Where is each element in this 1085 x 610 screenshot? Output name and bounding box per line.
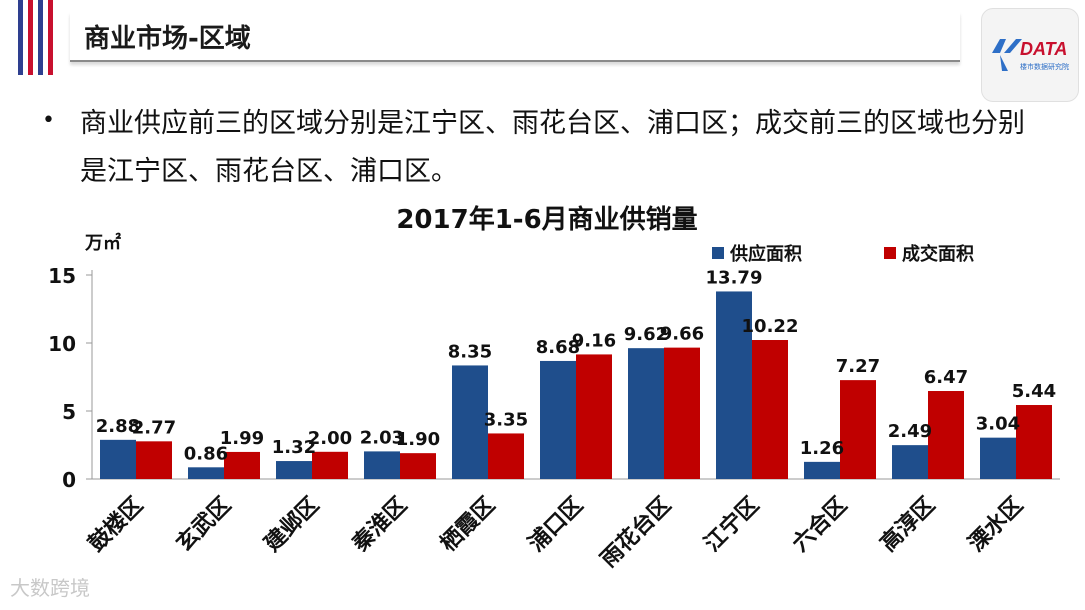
data-label: 3.04 bbox=[976, 414, 1020, 435]
data-label: 1.90 bbox=[396, 429, 440, 450]
data-label: 13.79 bbox=[706, 267, 763, 288]
bar-deal bbox=[312, 451, 348, 479]
page-title: 商业市场-区域 bbox=[84, 24, 251, 54]
y-unit-label: 万㎡ bbox=[84, 232, 121, 254]
bullet-text: 商业供应前三的区域分别是江宁区、雨花台区、浦口区；成交前三的区域也分别是江宁区、… bbox=[80, 108, 1025, 187]
bar-deal bbox=[224, 451, 260, 479]
decor-stripe bbox=[38, 0, 43, 75]
bar-deal bbox=[1016, 405, 1052, 479]
bars-group bbox=[100, 291, 1052, 479]
y-tick-label: 10 bbox=[48, 332, 76, 356]
bar-deal bbox=[400, 453, 436, 479]
decor-stripe bbox=[18, 0, 23, 75]
data-label: 2.49 bbox=[888, 421, 932, 442]
decor-stripe bbox=[48, 0, 53, 75]
data-label: 2.88 bbox=[96, 416, 140, 437]
data-label: 9.66 bbox=[660, 324, 704, 345]
bar-deal bbox=[928, 391, 964, 479]
data-label: 1.99 bbox=[220, 428, 264, 449]
data-label: 2.77 bbox=[132, 417, 176, 438]
bar-supply bbox=[188, 467, 224, 479]
category-label: 鼓楼区 bbox=[84, 493, 148, 557]
data-label: 5.44 bbox=[1012, 381, 1056, 402]
bar-deal bbox=[664, 347, 700, 479]
data-label: 10.22 bbox=[742, 316, 799, 337]
bar-deal bbox=[136, 441, 172, 479]
data-label: 0.86 bbox=[184, 443, 228, 464]
chart-title: 2017年1-6月商业供销量 bbox=[396, 204, 697, 235]
category-label: 建邺区 bbox=[260, 493, 324, 557]
category-labels-group: 鼓楼区 玄武区 建邺区 秦淮区 栖霞区 浦口区 雨花台区 江宁区 六合区 高淳区 溧水区 bbox=[84, 492, 1028, 573]
data-label: 9.62 bbox=[624, 324, 668, 345]
category-label: 雨花台区 bbox=[596, 492, 677, 573]
decor-stripe bbox=[28, 0, 33, 75]
bar-supply bbox=[100, 439, 136, 479]
data-label: 2.03 bbox=[360, 427, 404, 448]
category-label: 六合区 bbox=[787, 492, 852, 557]
bullet-marker: • bbox=[42, 108, 55, 133]
legend: 供应面积 成交面积 bbox=[712, 243, 974, 265]
bar-supply bbox=[276, 461, 312, 479]
data-label: 1.32 bbox=[272, 437, 316, 458]
bar-deal bbox=[840, 380, 876, 479]
logo-subtext: 楼市数据研究院 bbox=[1020, 62, 1069, 71]
watermark: 大数跨境 bbox=[10, 576, 90, 600]
data-labels-group: 2.882.77 0.861.99 1.322.00 2.031.90 8.35 3.35… bbox=[96, 267, 1056, 464]
category-label: 江宁区 bbox=[699, 492, 764, 557]
bar-deal bbox=[488, 433, 524, 479]
bar-supply bbox=[452, 365, 488, 479]
bar-supply bbox=[980, 437, 1016, 479]
data-label: 9.16 bbox=[572, 330, 616, 351]
y-tick-label: 0 bbox=[62, 468, 76, 492]
data-label: 2.00 bbox=[308, 428, 352, 449]
data-label: 8.68 bbox=[536, 337, 580, 358]
bar-deal bbox=[576, 354, 612, 479]
data-label: 8.35 bbox=[448, 341, 492, 362]
bar-supply bbox=[716, 291, 752, 479]
data-label: 7.27 bbox=[836, 356, 880, 377]
kdata-logo: DATA 楼市数据研究院 bbox=[981, 8, 1079, 102]
bar-supply bbox=[804, 461, 840, 479]
category-label: 栖霞区 bbox=[436, 493, 500, 557]
legend-label-2: 成交面积 bbox=[902, 243, 974, 265]
bar-deal bbox=[752, 340, 788, 479]
y-tick-label: 15 bbox=[48, 264, 76, 288]
category-label: 浦口区 bbox=[523, 492, 588, 557]
category-label: 高淳区 bbox=[875, 492, 940, 557]
logo-text: DATA bbox=[1020, 39, 1067, 59]
category-label: 秦淮区 bbox=[347, 493, 412, 558]
legend-swatch-1 bbox=[712, 247, 724, 259]
title-bar: 商业市场-区域 bbox=[70, 12, 960, 62]
category-label: 玄武区 bbox=[171, 492, 236, 557]
data-label: 6.47 bbox=[924, 367, 968, 388]
logo-graphic: DATA 楼市数据研究院 bbox=[992, 39, 1069, 71]
bar-supply bbox=[364, 451, 400, 479]
y-tick-label: 5 bbox=[62, 400, 76, 424]
data-label: 1.26 bbox=[800, 438, 844, 459]
data-label: 3.35 bbox=[484, 409, 528, 430]
bar-supply bbox=[892, 445, 928, 479]
bar-supply bbox=[628, 348, 664, 479]
bar-supply bbox=[540, 360, 576, 479]
legend-label-1: 供应面积 bbox=[729, 243, 802, 265]
legend-swatch-2 bbox=[884, 247, 896, 259]
category-label: 溧水区 bbox=[964, 493, 1028, 557]
